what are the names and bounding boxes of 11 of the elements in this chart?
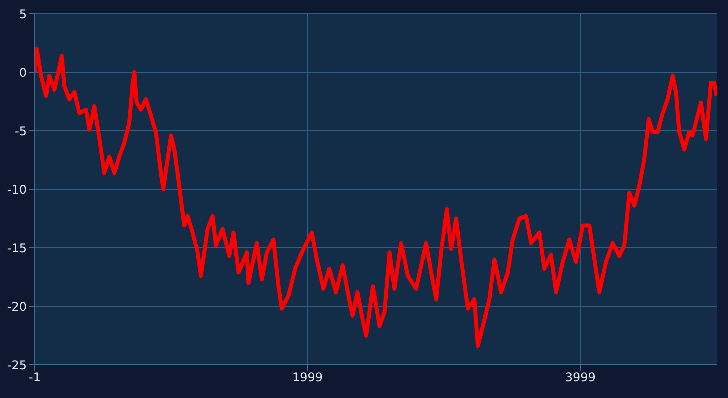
y-tick-label: 0 xyxy=(19,66,27,80)
y-tick-label: -25 xyxy=(7,358,27,372)
y-tick-label: 5 xyxy=(19,7,27,22)
line-series xyxy=(35,47,717,348)
y-tick-label: -5 xyxy=(15,124,27,138)
x-tick-label: -1 xyxy=(29,370,41,385)
x-tick-label: 1999 xyxy=(292,370,324,385)
y-tick-label: -15 xyxy=(7,241,27,256)
x-tick-label: 3999 xyxy=(565,370,596,385)
y-tick-label: -10 xyxy=(7,182,27,197)
y-tick-label: -20 xyxy=(7,300,27,314)
